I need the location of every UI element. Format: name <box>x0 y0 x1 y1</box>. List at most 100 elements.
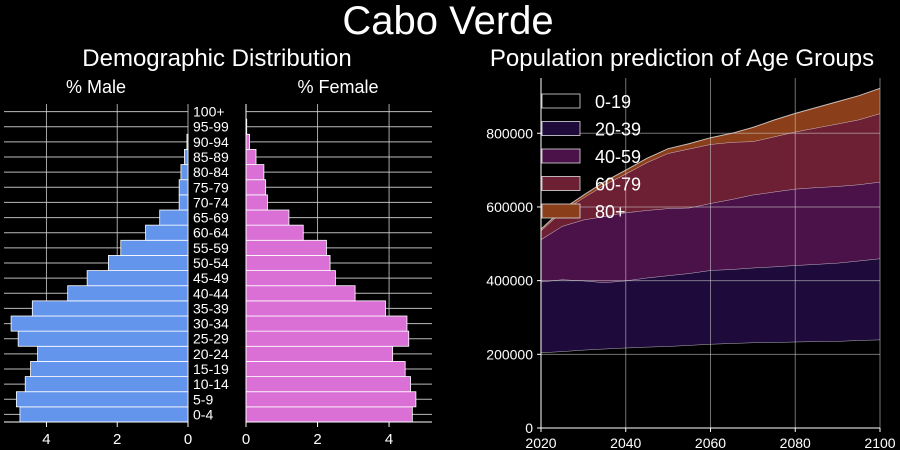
female-bar <box>245 239 327 256</box>
area-x-tick-label: 2060 <box>695 435 726 450</box>
age-group-labels: 0-45-910-1415-1920-2425-2930-3435-3940-4… <box>193 104 229 423</box>
legend-label: 20-39 <box>595 120 641 140</box>
age-group-label: 30-34 <box>193 316 229 332</box>
area-y-tick-label: 0 <box>525 420 533 436</box>
legend-label: 40-59 <box>595 147 641 167</box>
age-group-label: 80-84 <box>193 164 229 180</box>
female-bar <box>245 209 290 226</box>
male-bar <box>30 361 189 377</box>
age-group-label: 25-29 <box>193 331 229 347</box>
male-bar <box>10 315 189 332</box>
male-tick-label: 4 <box>42 431 50 448</box>
male-bar <box>15 391 189 408</box>
legend-label: 60-79 <box>595 175 641 195</box>
female-bar <box>245 194 268 211</box>
area-x-tick-label: 2080 <box>780 435 811 450</box>
area-title: Population prediction of Age Groups <box>490 45 874 72</box>
male-bars <box>10 133 189 423</box>
male-bar <box>24 376 189 393</box>
female-bar <box>245 345 394 362</box>
legend-swatch <box>541 121 581 136</box>
figure-title: Cabo Verde <box>342 0 553 43</box>
demographic-distribution-chart: Demographic Distribution % Male % Female… <box>4 45 432 448</box>
age-group-label: 20-24 <box>193 346 229 362</box>
female-bar <box>245 300 386 317</box>
age-group-label: 100+ <box>193 104 225 120</box>
age-group-label: 90-94 <box>193 134 229 150</box>
female-tick-label: 4 <box>385 431 393 448</box>
age-group-label: 0-4 <box>193 406 213 422</box>
age-group-label: 60-64 <box>193 225 229 241</box>
male-bar <box>19 406 189 423</box>
female-bar <box>245 149 257 165</box>
female-tick-label: 0 <box>242 431 250 448</box>
age-group-label: 10-14 <box>193 376 229 392</box>
area-y-tick-label: 800000 <box>486 125 533 141</box>
male-tick-label: 2 <box>113 431 121 448</box>
male-x-axis: 4 2 0 <box>4 421 192 448</box>
area-x-tick-label: 2020 <box>525 435 556 450</box>
legend-swatch <box>541 176 581 191</box>
female-bar <box>245 285 356 302</box>
area-y-tick-label: 400000 <box>486 273 533 289</box>
age-group-label: 5-9 <box>193 391 213 407</box>
female-bar <box>245 179 267 196</box>
male-bar <box>120 239 189 256</box>
male-bar <box>184 149 189 165</box>
female-bar <box>245 330 410 347</box>
age-group-label: 35-39 <box>193 300 229 316</box>
female-bar <box>245 133 250 150</box>
age-group-label: 75-79 <box>193 179 229 195</box>
female-bars <box>245 118 417 423</box>
male-bar <box>107 255 189 271</box>
legend-swatch <box>541 203 581 219</box>
age-group-label: 95-99 <box>193 119 229 135</box>
male-bar <box>67 285 189 302</box>
male-bar <box>180 164 189 181</box>
female-bar <box>245 255 331 271</box>
age-group-label: 65-69 <box>193 210 229 226</box>
female-tick-label: 2 <box>313 431 321 448</box>
age-group-label: 15-19 <box>193 361 229 377</box>
legend-swatch <box>541 93 581 109</box>
male-bar <box>37 345 189 362</box>
legend-swatch <box>541 148 581 164</box>
age-group-label: 45-49 <box>193 270 229 286</box>
male-bar <box>31 300 189 317</box>
area-x-tick-label: 2100 <box>864 435 895 450</box>
area-y-tick-label: 600000 <box>486 199 533 215</box>
female-bar <box>245 406 413 423</box>
male-bar <box>145 224 189 241</box>
male-axis-title: % Male <box>66 77 126 97</box>
female-bar <box>245 224 304 241</box>
area-axes: 2020 2040 2060 2080 2100 0 200000 400000 600000 8… <box>486 78 896 450</box>
area-y-tick-label: 200000 <box>486 346 533 362</box>
female-bar <box>245 391 417 408</box>
legend-label: 80+ <box>595 202 626 222</box>
female-bar <box>245 164 265 181</box>
male-bar <box>178 194 189 211</box>
legend-label: 0-19 <box>595 92 631 112</box>
female-bar <box>245 270 336 287</box>
male-tick-label: 0 <box>184 431 192 448</box>
female-bar <box>245 376 411 393</box>
male-bar <box>86 270 189 287</box>
male-bar <box>186 133 189 150</box>
age-group-label: 40-44 <box>193 285 229 301</box>
female-x-axis: 0 2 4 <box>242 104 432 448</box>
male-bar <box>178 179 189 196</box>
female-axis-title: % Female <box>297 77 378 97</box>
pyramid-title: Demographic Distribution <box>82 45 351 72</box>
age-group-label: 70-74 <box>193 194 229 210</box>
age-group-label: 85-89 <box>193 149 229 165</box>
male-bar <box>17 330 189 347</box>
female-bar <box>245 315 408 332</box>
age-group-label: 50-54 <box>193 255 229 271</box>
area-x-tick-label: 2040 <box>610 435 641 450</box>
population-prediction-chart: Population prediction of Age Groups 2020… <box>486 45 895 450</box>
area-legend: 0-19 20-39 40-59 60-79 80+ <box>541 92 641 222</box>
female-bar <box>245 361 406 377</box>
male-bar <box>159 209 189 226</box>
age-group-label: 55-59 <box>193 240 229 256</box>
